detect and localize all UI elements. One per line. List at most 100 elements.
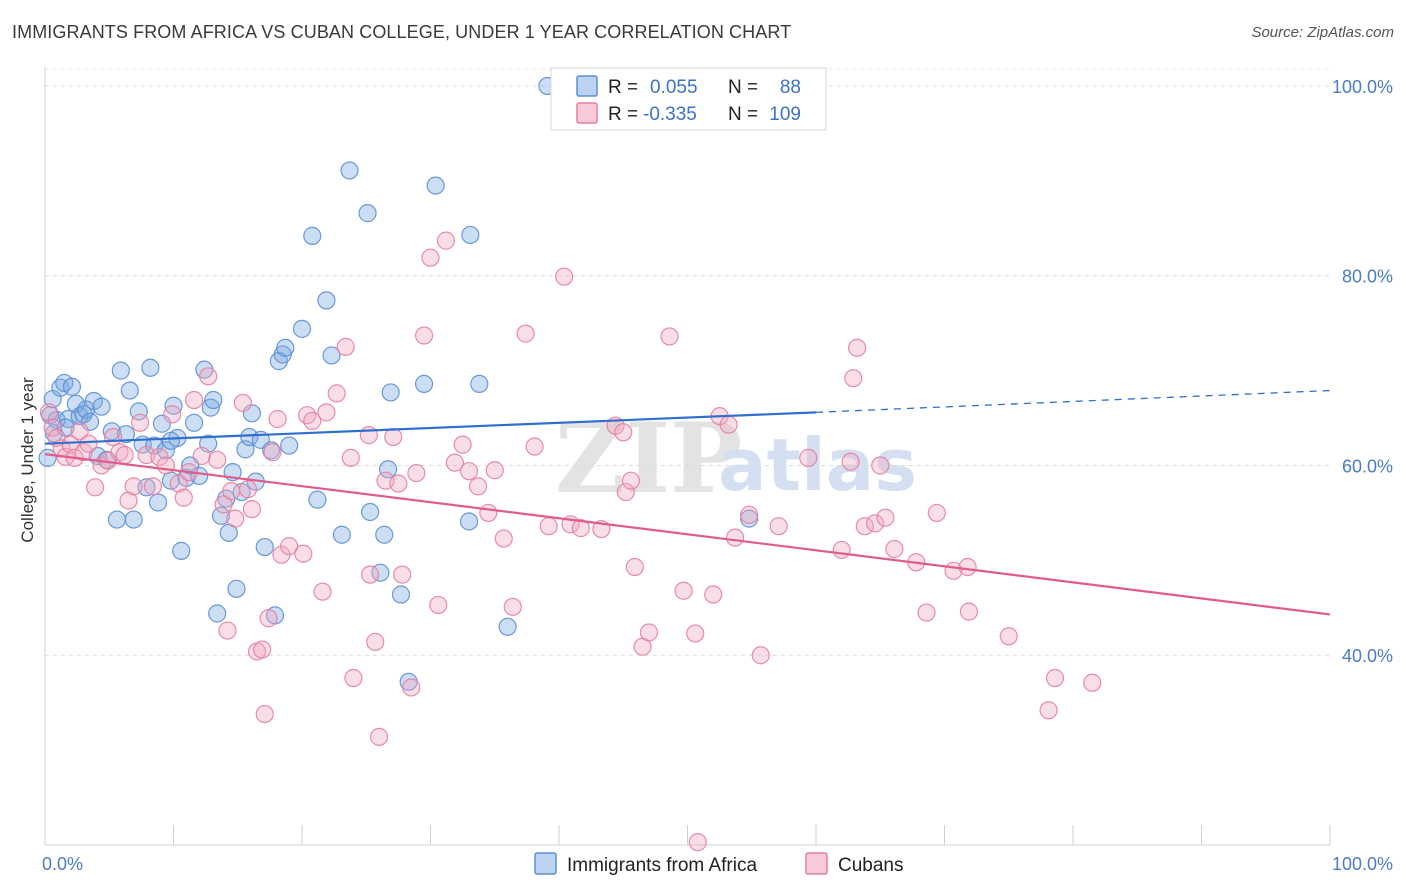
- bottom-legend-label-cubans: Cubans: [838, 855, 904, 876]
- data-point-1-75: [494, 529, 513, 548]
- data-point-0-55: [255, 537, 274, 557]
- data-point-1-68: [436, 231, 456, 250]
- data-point-1-87: [621, 471, 641, 490]
- correlation-legend: R = 0.055 N = 88 R = -0.335 N = 109: [550, 67, 827, 131]
- data-point-0-69: [358, 204, 377, 223]
- data-point-1-51: [327, 384, 346, 403]
- bottom-legend-swatch-africa: [534, 852, 557, 875]
- data-point-0-17: [102, 422, 121, 441]
- data-point-0-85: [44, 424, 64, 443]
- data-point-1-91: [660, 327, 679, 346]
- data-point-0-82: [498, 617, 517, 636]
- axes: [44, 67, 1331, 846]
- data-point-1-121: [1083, 673, 1102, 692]
- data-point-1-85: [614, 423, 633, 442]
- data-point-1-60: [384, 427, 403, 447]
- data-point-0-0: [38, 448, 57, 467]
- data-point-1-50: [317, 403, 336, 422]
- data-point-1-46: [294, 544, 313, 563]
- data-point-1-74: [485, 461, 504, 480]
- data-point-0-73: [378, 460, 398, 479]
- data-point-1-93: [686, 624, 705, 643]
- data-point-1-36: [238, 480, 258, 499]
- data-point-0-66: [322, 346, 341, 365]
- data-point-0-61: [280, 436, 299, 455]
- trend-line-1: [44, 453, 1331, 616]
- data-point-1-76: [503, 597, 522, 616]
- data-point-1-82: [571, 519, 590, 538]
- data-point-1-110: [876, 508, 895, 527]
- data-point-1-35: [233, 393, 252, 412]
- source-credit: Source: ZipAtlas.com: [1251, 24, 1394, 41]
- data-point-1-27: [184, 390, 204, 410]
- data-point-1-30: [208, 450, 227, 469]
- data-point-0-26: [141, 358, 160, 377]
- data-point-0-74: [381, 383, 400, 402]
- data-point-1-94: [688, 833, 707, 852]
- data-point-0-30: [156, 441, 175, 460]
- data-point-1-14: [110, 443, 129, 462]
- data-point-0-10: [74, 405, 93, 424]
- data-point-1-120: [1045, 668, 1065, 688]
- data-point-0-22: [124, 510, 143, 529]
- trend-line-extension-0: [815, 389, 1331, 414]
- data-point-0-48: [227, 579, 246, 598]
- data-point-0-25: [137, 478, 156, 497]
- data-point-1-13: [104, 427, 123, 447]
- data-point-1-61: [389, 474, 408, 493]
- data-point-1-101: [769, 517, 788, 536]
- data-point-1-70: [453, 435, 472, 454]
- data-point-1-77: [516, 324, 535, 343]
- data-point-1-63: [402, 678, 421, 697]
- data-point-1-117: [959, 602, 979, 621]
- legend-n-value-africa: 88: [780, 77, 801, 98]
- data-point-1-108: [866, 514, 885, 533]
- data-point-1-116: [958, 557, 977, 577]
- data-point-1-15: [115, 445, 134, 465]
- data-point-0-28: [148, 493, 168, 512]
- data-point-1-57: [366, 632, 385, 652]
- data-point-1-25: [174, 488, 193, 507]
- data-point-1-66: [421, 248, 440, 267]
- series-legend: Immigrants from Africa Cubans: [534, 852, 904, 876]
- data-point-1-99: [740, 505, 759, 524]
- watermark: ZIP atlas: [555, 402, 917, 515]
- data-point-1-41: [259, 609, 278, 628]
- data-point-1-34: [226, 509, 245, 528]
- x-tick-label-max: 100.0%: [1332, 854, 1393, 874]
- data-point-1-48: [303, 411, 322, 430]
- data-point-1-58: [370, 727, 389, 746]
- data-point-0-64: [308, 490, 327, 509]
- y-tick-label-80: 80.0%: [1342, 267, 1393, 287]
- series-cubans: [39, 231, 1102, 852]
- data-point-1-106: [848, 338, 867, 357]
- data-point-0-51: [240, 427, 259, 447]
- data-point-0-18: [107, 510, 127, 529]
- legend-n-label-cubans: N =: [728, 104, 758, 125]
- data-point-1-22: [156, 456, 175, 475]
- data-point-0-52: [242, 404, 261, 423]
- data-point-0-7: [62, 377, 82, 396]
- data-point-1-78: [525, 437, 544, 456]
- y-tick-label-60: 60.0%: [1342, 456, 1393, 476]
- data-point-1-86: [616, 482, 635, 502]
- data-point-1-65: [414, 326, 434, 345]
- bottom-legend-label-africa: Immigrants from Africa: [567, 855, 757, 876]
- data-point-1-37: [242, 500, 261, 519]
- data-point-1-104: [841, 452, 860, 471]
- data-point-1-97: [719, 415, 738, 434]
- data-point-1-105: [844, 369, 863, 388]
- data-point-1-113: [917, 603, 936, 622]
- data-point-1-43: [268, 409, 287, 429]
- data-point-1-95: [704, 585, 723, 604]
- legend-n-value-cubans: 109: [769, 104, 801, 125]
- data-point-0-15: [92, 397, 111, 416]
- data-point-1-8: [74, 443, 93, 462]
- data-point-0-44: [211, 506, 231, 525]
- data-point-1-100: [751, 646, 770, 665]
- data-point-1-67: [429, 595, 448, 615]
- legend-n-label-africa: N =: [728, 77, 758, 98]
- data-point-1-53: [341, 448, 360, 467]
- series-immigrants-from-africa: [38, 76, 759, 691]
